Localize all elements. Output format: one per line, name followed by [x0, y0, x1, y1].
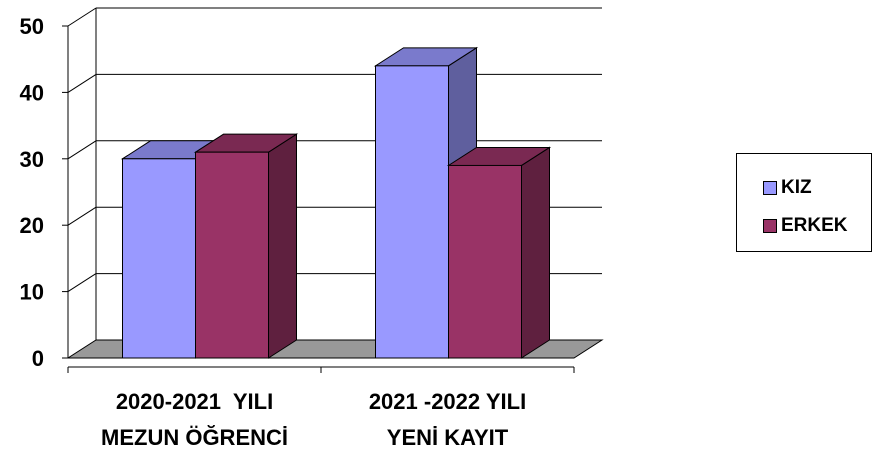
bar-side-face	[268, 133, 297, 359]
x-category-label: 2021 -2022 YILI	[369, 389, 526, 414]
bar-front-face	[375, 65, 449, 359]
bars	[120, 46, 552, 359]
axes	[62, 25, 575, 373]
y-tick-label: 30	[20, 147, 44, 172]
bar-front-face	[448, 164, 522, 359]
legend-swatch-kiz	[763, 181, 777, 195]
gridline-side	[67, 73, 97, 93]
bar-front-face	[195, 151, 269, 359]
gridline-side	[67, 140, 97, 160]
gridline-side	[67, 273, 97, 293]
gridline-side	[67, 7, 97, 27]
legend-label-kiz: KIZ	[781, 177, 812, 198]
legend-label-erkek: ERKEK	[781, 215, 848, 236]
bar-side-face	[521, 146, 550, 359]
bar-erkek	[446, 146, 552, 359]
x-category-label: YENİ KAYIT	[387, 425, 509, 450]
gridline-side	[67, 206, 97, 226]
legend-item-erkek: ERKEK	[763, 215, 848, 236]
x-category-label: MEZUN ÖĞRENCİ	[101, 425, 288, 450]
y-tick-label: 10	[20, 280, 44, 305]
y-tick-label: 40	[20, 80, 44, 105]
y-axis-ticks: 0 10 20 30 40 50	[20, 14, 44, 371]
y-tick-label: 0	[32, 346, 44, 371]
legend: KIZ ERKEK	[736, 153, 872, 252]
x-category-label: 2020-2021 YILI	[116, 389, 273, 414]
legend-swatch-erkek	[763, 219, 777, 233]
bar-front-face	[122, 158, 196, 359]
legend-item-kiz: KIZ	[763, 177, 812, 198]
x-axis-categories: 2020-2021 YILI MEZUN ÖĞRENCİ 2021 -2022 YI…	[101, 389, 526, 450]
bar-erkek	[193, 133, 299, 359]
y-tick-label: 20	[20, 213, 44, 238]
y-tick-label: 50	[20, 14, 44, 39]
